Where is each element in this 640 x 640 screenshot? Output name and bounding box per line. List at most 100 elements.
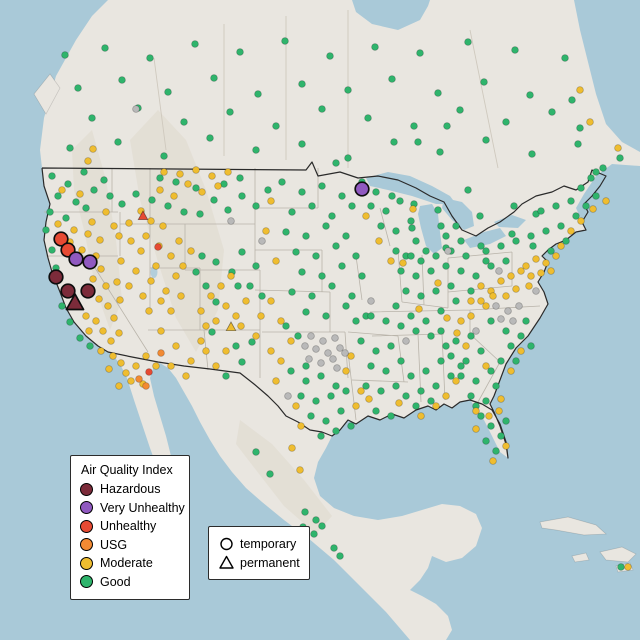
monitor-dot-moderate[interactable] — [172, 342, 180, 350]
monitor-dot-good[interactable] — [64, 180, 72, 188]
monitor-dot-moderate[interactable] — [152, 262, 160, 270]
monitor-dot-moderate[interactable] — [115, 382, 123, 390]
monitor-dot-good[interactable] — [191, 40, 199, 48]
monitor-dot-good[interactable] — [232, 342, 240, 350]
monitor-dot-moderate[interactable] — [172, 272, 180, 280]
monitor-dot-good[interactable] — [42, 226, 50, 234]
monitor-dot-good[interactable] — [476, 212, 484, 220]
monitor-dot-good[interactable] — [208, 328, 216, 336]
monitor-dot-good[interactable] — [101, 44, 109, 52]
monitor-dot-good[interactable] — [272, 122, 280, 130]
monitor-dot-good[interactable] — [66, 144, 74, 152]
monitor-dot-unhealthy[interactable] — [145, 368, 153, 376]
monitor-dot-good[interactable] — [236, 174, 244, 182]
monitor-dot-good[interactable] — [408, 224, 416, 232]
monitor-dot-good[interactable] — [367, 312, 375, 320]
monitor-dot-moderate[interactable] — [207, 292, 215, 300]
monitor-dot-moderate[interactable] — [58, 186, 66, 194]
monitor-dot-moderate[interactable] — [170, 192, 178, 200]
monitor-dot-good[interactable] — [66, 318, 74, 326]
monitor-dot-moderate[interactable] — [415, 305, 423, 313]
monitor-dot-good[interactable] — [352, 317, 360, 325]
monitor-dot-moderate[interactable] — [489, 292, 497, 300]
monitor-dot-moderate[interactable] — [179, 262, 187, 270]
monitor-dot-good[interactable] — [48, 246, 56, 254]
monitor-dot-moderate[interactable] — [187, 357, 195, 365]
monitor-dot-good[interactable] — [298, 140, 306, 148]
monitor-dot-moderate[interactable] — [202, 322, 210, 330]
monitor-dot-moderate[interactable] — [95, 295, 103, 303]
monitor-dot-moderate[interactable] — [159, 222, 167, 230]
monitor-dot-moderate[interactable] — [472, 407, 480, 415]
monitor-dot-moderate[interactable] — [132, 267, 140, 275]
monitor-dot-moderate[interactable] — [467, 312, 475, 320]
monitor-dot-good[interactable] — [477, 347, 485, 355]
monitor-dot-moderate[interactable] — [182, 372, 190, 380]
monitor-dot-moderate[interactable] — [102, 282, 110, 290]
monitor-dot-good[interactable] — [456, 106, 464, 114]
monitor-dot-no_data[interactable] — [472, 327, 480, 335]
monitor-dot-good[interactable] — [318, 272, 326, 280]
monitor-dot-moderate[interactable] — [117, 257, 125, 265]
monitor-dot-good[interactable] — [281, 37, 289, 45]
monitor-dot-no_data[interactable] — [319, 337, 327, 345]
monitor-dot-good[interactable] — [106, 192, 114, 200]
monitor-dot-no_data[interactable] — [329, 355, 337, 363]
monitor-dot-moderate[interactable] — [147, 277, 155, 285]
monitor-dot-moderate[interactable] — [88, 218, 96, 226]
monitor-dot-good[interactable] — [100, 176, 108, 184]
monitor-dot-no_data[interactable] — [227, 217, 235, 225]
monitor-dot-good[interactable] — [212, 298, 220, 306]
monitor-dot-good[interactable] — [298, 268, 306, 276]
monitor-dot-good[interactable] — [264, 186, 272, 194]
monitor-dot-good[interactable] — [467, 332, 475, 340]
monitor-dot-good[interactable] — [58, 302, 66, 310]
monitor-dot-good[interactable] — [511, 46, 519, 54]
monitor-dot-good[interactable] — [512, 357, 520, 365]
monitor-dot-good[interactable] — [447, 282, 455, 290]
monitor-dot-moderate[interactable] — [82, 312, 90, 320]
monitor-dot-no_data[interactable] — [492, 302, 500, 310]
monitor-dot-moderate[interactable] — [462, 342, 470, 350]
monitor-dot-good[interactable] — [422, 367, 430, 375]
monitor-dot-good[interactable] — [180, 208, 188, 216]
monitor-dot-good[interactable] — [392, 382, 400, 390]
monitor-dot-moderate[interactable] — [212, 362, 220, 370]
monitor-dot-moderate[interactable] — [127, 377, 135, 385]
monitor-dot-moderate[interactable] — [237, 322, 245, 330]
monitor-dot-moderate[interactable] — [242, 297, 250, 305]
monitor-dot-moderate[interactable] — [453, 329, 461, 337]
monitor-dot-usg[interactable] — [135, 375, 143, 383]
monitor-dot-good[interactable] — [497, 432, 505, 440]
monitor-dot-moderate[interactable] — [467, 297, 475, 305]
monitor-dot-good[interactable] — [377, 222, 385, 230]
monitor-dot-good[interactable] — [301, 508, 309, 516]
monitor-dot-good[interactable] — [497, 357, 505, 365]
monitor-dot-good[interactable] — [282, 228, 290, 236]
monitor-dot-moderate[interactable] — [113, 278, 121, 286]
monitor-dot-good[interactable] — [482, 437, 490, 445]
monitor-dot-moderate[interactable] — [197, 337, 205, 345]
monitor-dot-good[interactable] — [407, 252, 415, 260]
monitor-dot-moderate[interactable] — [107, 337, 115, 345]
monitor-dot-good[interactable] — [582, 202, 590, 210]
monitor-dot-moderate[interactable] — [442, 392, 450, 400]
monitor-dot-moderate[interactable] — [117, 359, 125, 367]
monitor-dot-no_data[interactable] — [336, 344, 344, 352]
monitor-dot-good[interactable] — [202, 282, 210, 290]
monitor-dot-moderate[interactable] — [586, 118, 594, 126]
monitor-dot-moderate[interactable] — [434, 279, 442, 287]
monitor-dot-good[interactable] — [412, 237, 420, 245]
monitor-dot-good[interactable] — [312, 252, 320, 260]
monitor-dot-good[interactable] — [467, 392, 475, 400]
monitor-dot-moderate[interactable] — [552, 252, 560, 260]
monitor-dot-good[interactable] — [278, 178, 286, 186]
large-monitor-circle-very_unhealthy[interactable] — [354, 181, 370, 197]
monitor-dot-moderate[interactable] — [212, 317, 220, 325]
monitor-dot-moderate[interactable] — [89, 275, 97, 283]
monitor-dot-good[interactable] — [407, 312, 415, 320]
monitor-dot-good[interactable] — [322, 312, 330, 320]
monitor-dot-good[interactable] — [302, 308, 310, 316]
monitor-dot-good[interactable] — [322, 417, 330, 425]
monitor-dot-moderate[interactable] — [127, 237, 135, 245]
